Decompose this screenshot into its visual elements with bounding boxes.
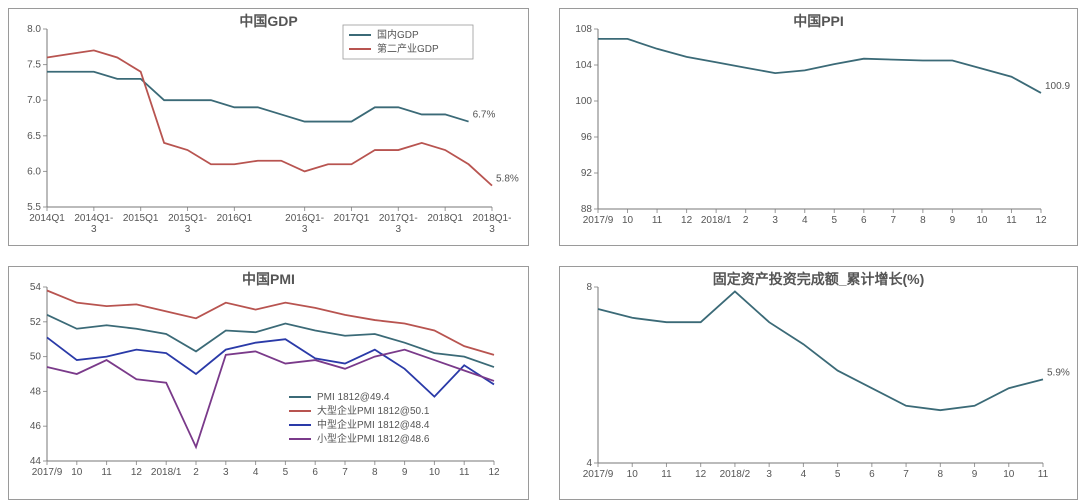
chart-svg-gdp: 5.5 6.0 6.5 7.0 7.5 8.0 2014Q1 2014Q1-3 2015Q1 20… [9,9,526,243]
svg-text:54: 54 [30,282,42,293]
svg-text:5.9%: 5.9% [1047,367,1070,378]
svg-text:100: 100 [575,96,592,107]
svg-text:5: 5 [283,467,289,478]
svg-text:92: 92 [581,168,593,179]
svg-text:12: 12 [131,467,143,478]
chart-svg-fai: 4 8 2017/9 10 11 12 2018/2 3 4 5 6 7 8 9 10 11 5.9% [560,267,1077,499]
chart-panel-fai: 固定资产投资完成额_累计增长(%) 482017/91011122018/234… [559,266,1078,500]
svg-text:11: 11 [459,467,470,478]
svg-text:50: 50 [30,352,42,363]
svg-text:5: 5 [831,215,837,226]
svg-text:7: 7 [903,469,909,480]
svg-text:10: 10 [627,469,639,480]
svg-text:96: 96 [581,132,593,143]
svg-text:6.0: 6.0 [27,166,41,177]
svg-text:3: 3 [772,215,778,226]
svg-text:7.0: 7.0 [27,95,41,106]
chart-panel-gdp: 中国GDP 5.5 6.0 6.5 7.0 7.5 8.0 2014Q1 2014Q1-3 20… [8,8,529,246]
svg-text:2014Q1: 2014Q1 [29,213,65,224]
svg-text:PMI 1812@49.4: PMI 1812@49.4 [317,392,390,403]
svg-text:11: 11 [652,215,663,226]
svg-text:48: 48 [30,386,42,397]
svg-text:2018Q1: 2018Q1 [427,213,463,224]
svg-text:10: 10 [976,215,988,226]
svg-text:2017Q1: 2017Q1 [334,213,370,224]
svg-text:104: 104 [575,60,592,71]
svg-text:12: 12 [488,467,500,478]
svg-text:4: 4 [801,469,807,480]
svg-text:6: 6 [861,215,867,226]
svg-text:2014Q1-3: 2014Q1-3 [74,213,113,235]
svg-text:9: 9 [972,469,978,480]
svg-text:2018/1: 2018/1 [701,215,732,226]
svg-text:2018Q1-3: 2018Q1-3 [473,213,512,235]
svg-text:2: 2 [743,215,749,226]
svg-text:6: 6 [869,469,875,480]
svg-text:52: 52 [30,317,42,328]
svg-text:108: 108 [575,24,592,35]
svg-text:100.9: 100.9 [1045,81,1070,92]
svg-text:7: 7 [891,215,897,226]
svg-text:8: 8 [920,215,926,226]
svg-text:小型企业PMI 1812@48.6: 小型企业PMI 1812@48.6 [317,432,430,445]
svg-text:11: 11 [101,467,112,478]
svg-text:2017Q1-3: 2017Q1-3 [379,213,418,235]
svg-text:5.8%: 5.8% [496,174,519,185]
svg-text:5: 5 [835,469,841,480]
chart-svg-ppi: 88 92 96 100 104 108 2017/9 10 11 12 2018/1 2 3 4 5 6 7 8… [560,9,1075,245]
svg-text:8: 8 [372,467,378,478]
svg-text:12: 12 [695,469,707,480]
svg-text:3: 3 [766,469,772,480]
svg-text:8.0: 8.0 [27,24,41,35]
svg-text:11: 11 [1006,215,1017,226]
svg-text:8: 8 [938,469,944,480]
svg-text:中型企业PMI 1812@48.4: 中型企业PMI 1812@48.4 [317,418,430,431]
svg-text:2016Q1-3: 2016Q1-3 [285,213,324,235]
svg-text:7: 7 [342,467,348,478]
chart-panel-pmi: 中国PMI 44 46 48 50 52 54 2017/9 10 11 12 2018/1 2 3 4 5… [8,266,529,500]
chart-svg-pmi: 44 46 48 50 52 54 2017/9 10 11 12 2018/1 2 3 4 5 6 7 8 9 10… [9,267,528,497]
svg-text:9: 9 [950,215,956,226]
svg-text:2018/1: 2018/1 [151,467,182,478]
svg-text:44: 44 [30,456,42,467]
chart-title: 固定资产投资完成额_累计增长(%) [713,269,925,289]
svg-text:10: 10 [429,467,441,478]
svg-text:4: 4 [253,467,259,478]
svg-text:10: 10 [1003,469,1015,480]
svg-text:6: 6 [312,467,318,478]
svg-text:2018/2: 2018/2 [720,469,751,480]
svg-text:2: 2 [193,467,199,478]
svg-text:6.5: 6.5 [27,131,41,142]
svg-text:6.7%: 6.7% [473,110,496,121]
svg-text:2016Q1: 2016Q1 [217,213,253,224]
svg-text:12: 12 [1035,215,1047,226]
chart-title: 中国GDP [239,11,297,31]
svg-text:46: 46 [30,421,42,432]
svg-text:2017/9: 2017/9 [32,467,63,478]
svg-text:大型企业PMI 1812@50.1: 大型企业PMI 1812@50.1 [317,404,430,417]
svg-text:2017/9: 2017/9 [583,215,614,226]
svg-text:11: 11 [661,469,672,480]
chart-title: 中国PPI [793,11,844,31]
svg-text:第二产业GDP: 第二产业GDP [377,42,439,55]
svg-text:88: 88 [581,204,593,215]
svg-text:9: 9 [402,467,408,478]
svg-text:2017/9: 2017/9 [583,469,614,480]
chart-panel-ppi: 中国PPI 8892961001041082017/91011122018/12… [559,8,1078,246]
svg-text:12: 12 [681,215,693,226]
svg-text:4: 4 [586,458,592,469]
chart-title: 中国PMI [242,269,295,289]
svg-text:8: 8 [586,282,592,293]
svg-text:10: 10 [622,215,634,226]
svg-text:5.5: 5.5 [27,202,41,213]
svg-text:4: 4 [802,215,808,226]
svg-text:3: 3 [223,467,229,478]
svg-text:国内GDP: 国内GDP [377,28,419,41]
svg-text:11: 11 [1038,469,1049,480]
svg-text:2015Q1: 2015Q1 [123,213,159,224]
svg-text:2015Q1-3: 2015Q1-3 [168,213,207,235]
svg-text:7.5: 7.5 [27,60,41,71]
svg-text:10: 10 [71,467,83,478]
